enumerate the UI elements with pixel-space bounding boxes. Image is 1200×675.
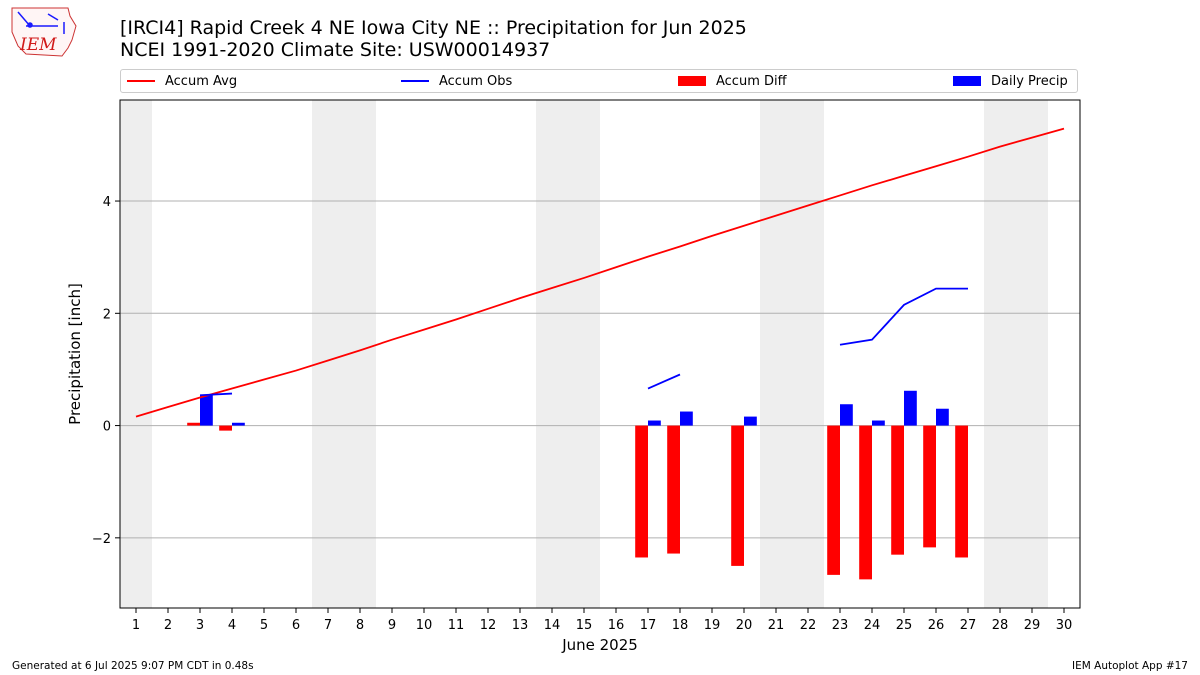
weekend-band <box>760 100 792 608</box>
x-tick-label: 12 <box>480 618 497 633</box>
accum-obs-line <box>647 373 681 390</box>
legend-label-accum-avg: Accum Avg <box>165 73 238 89</box>
legend: Accum Avg Accum Obs Accum Diff Daily Pre… <box>120 69 1078 93</box>
x-tick-label: 22 <box>800 618 817 633</box>
y-axis: 4 2 0 −2 <box>92 195 120 547</box>
weekend-band <box>120 100 152 608</box>
weekend-shading <box>120 100 1048 608</box>
x-tick-label: 2 <box>164 618 172 633</box>
x-tick-label: 20 <box>736 618 753 633</box>
daily-precip-bar <box>200 395 213 426</box>
app-note: IEM Autoplot App #17 <box>1072 660 1188 672</box>
accum-obs-line <box>199 392 233 397</box>
accum-diff-bar <box>891 425 904 555</box>
x-tick-label: 15 <box>576 618 593 633</box>
y-axis-label: Precipitation [inch] <box>66 283 84 425</box>
x-tick-label: 21 <box>768 618 785 633</box>
x-tick-label: 9 <box>388 618 396 633</box>
generated-note: Generated at 6 Jul 2025 9:07 PM CDT in 0… <box>12 660 254 672</box>
x-tick-label: 25 <box>896 618 913 633</box>
x-tick-label: 23 <box>832 618 849 633</box>
accum-diff-bar <box>635 425 648 558</box>
x-tick-label: 30 <box>1056 618 1073 633</box>
x-tick-label: 3 <box>196 618 204 633</box>
y-tick-label: 4 <box>103 195 111 210</box>
daily-precip-bar <box>680 411 693 426</box>
x-tick-label: 24 <box>864 618 881 633</box>
x-tick-label: 7 <box>324 618 332 633</box>
x-tick-label: 28 <box>992 618 1009 633</box>
x-axis-label: June 2025 <box>561 636 638 654</box>
weekend-band <box>312 100 344 608</box>
accum-diff-bar <box>667 425 680 554</box>
legend-label-accum-diff: Accum Diff <box>716 73 787 89</box>
y-tick-label: 2 <box>103 307 111 322</box>
legend-item-daily-precip: Daily Precip <box>953 70 1068 92</box>
x-tick-label: 18 <box>672 618 689 633</box>
y-grid <box>120 200 1080 539</box>
daily-precip-bar <box>840 404 853 426</box>
chart-title: [IRCI4] Rapid Creek 4 NE Iowa City NE ::… <box>120 17 747 39</box>
x-axis: 1 2 3 4 5 6 7 8 9 10 11 12 13 14 15 16 17 18 19 20 21 22 23 24 2… <box>132 608 1072 633</box>
accum-diff-bar <box>955 425 968 558</box>
legend-item-accum-avg: Accum Avg <box>127 70 237 92</box>
x-tick-label: 29 <box>1024 618 1041 633</box>
daily-precip-bar <box>872 420 885 426</box>
x-tick-label: 1 <box>132 618 140 633</box>
lines <box>135 127 1065 418</box>
legend-label-daily-precip: Daily Precip <box>991 73 1068 89</box>
accum-diff-bar <box>923 425 936 548</box>
plot-frame <box>119 99 1081 609</box>
accum-diff-bar <box>187 422 200 426</box>
weekend-band <box>536 100 568 608</box>
x-tick-label: 4 <box>228 618 236 633</box>
legend-label-accum-obs: Accum Obs <box>439 73 513 89</box>
accum-diff-bar <box>827 425 840 575</box>
x-tick-label: 10 <box>416 618 433 633</box>
daily-precip-bar <box>936 408 949 426</box>
y-tick-label: 0 <box>103 420 111 435</box>
accum-diff-bar <box>859 425 872 580</box>
legend-swatch-accum-obs <box>401 80 429 82</box>
legend-item-accum-diff: Accum Diff <box>678 70 787 92</box>
iem-logo: IEM <box>11 7 77 57</box>
x-tick-label: 19 <box>704 618 721 633</box>
daily-precip-bar <box>904 390 917 426</box>
accum-avg-line <box>135 127 1065 418</box>
chart-subtitle: NCEI 1991-2020 Climate Site: USW00014937 <box>120 39 551 61</box>
accum-obs-line <box>839 287 968 346</box>
legend-swatch-accum-avg <box>127 80 155 82</box>
x-tick-label: 17 <box>640 618 657 633</box>
x-tick-label: 27 <box>960 618 977 633</box>
weekend-band <box>792 100 824 608</box>
x-tick-label: 6 <box>292 618 300 633</box>
legend-swatch-daily-precip <box>953 76 981 86</box>
daily-precip-bar <box>744 416 757 426</box>
x-tick-label: 11 <box>448 618 465 633</box>
x-tick-label: 14 <box>544 618 561 633</box>
legend-swatch-accum-diff <box>678 76 706 86</box>
weekend-band <box>984 100 1016 608</box>
weekend-band <box>1016 100 1048 608</box>
x-tick-label: 16 <box>608 618 625 633</box>
bars <box>187 390 968 580</box>
y-tick-label: −2 <box>92 532 111 547</box>
x-tick-label: 26 <box>928 618 945 633</box>
daily-precip-bar <box>648 420 661 426</box>
x-tick-label: 8 <box>356 618 364 633</box>
weekend-band <box>568 100 600 608</box>
accum-diff-bar <box>219 425 232 431</box>
x-tick-label: 5 <box>260 618 268 633</box>
daily-precip-bar <box>232 422 245 426</box>
legend-item-accum-obs: Accum Obs <box>401 70 512 92</box>
accum-diff-bar <box>731 425 744 566</box>
x-tick-label: 13 <box>512 618 529 633</box>
logo-text: IEM <box>19 35 57 55</box>
